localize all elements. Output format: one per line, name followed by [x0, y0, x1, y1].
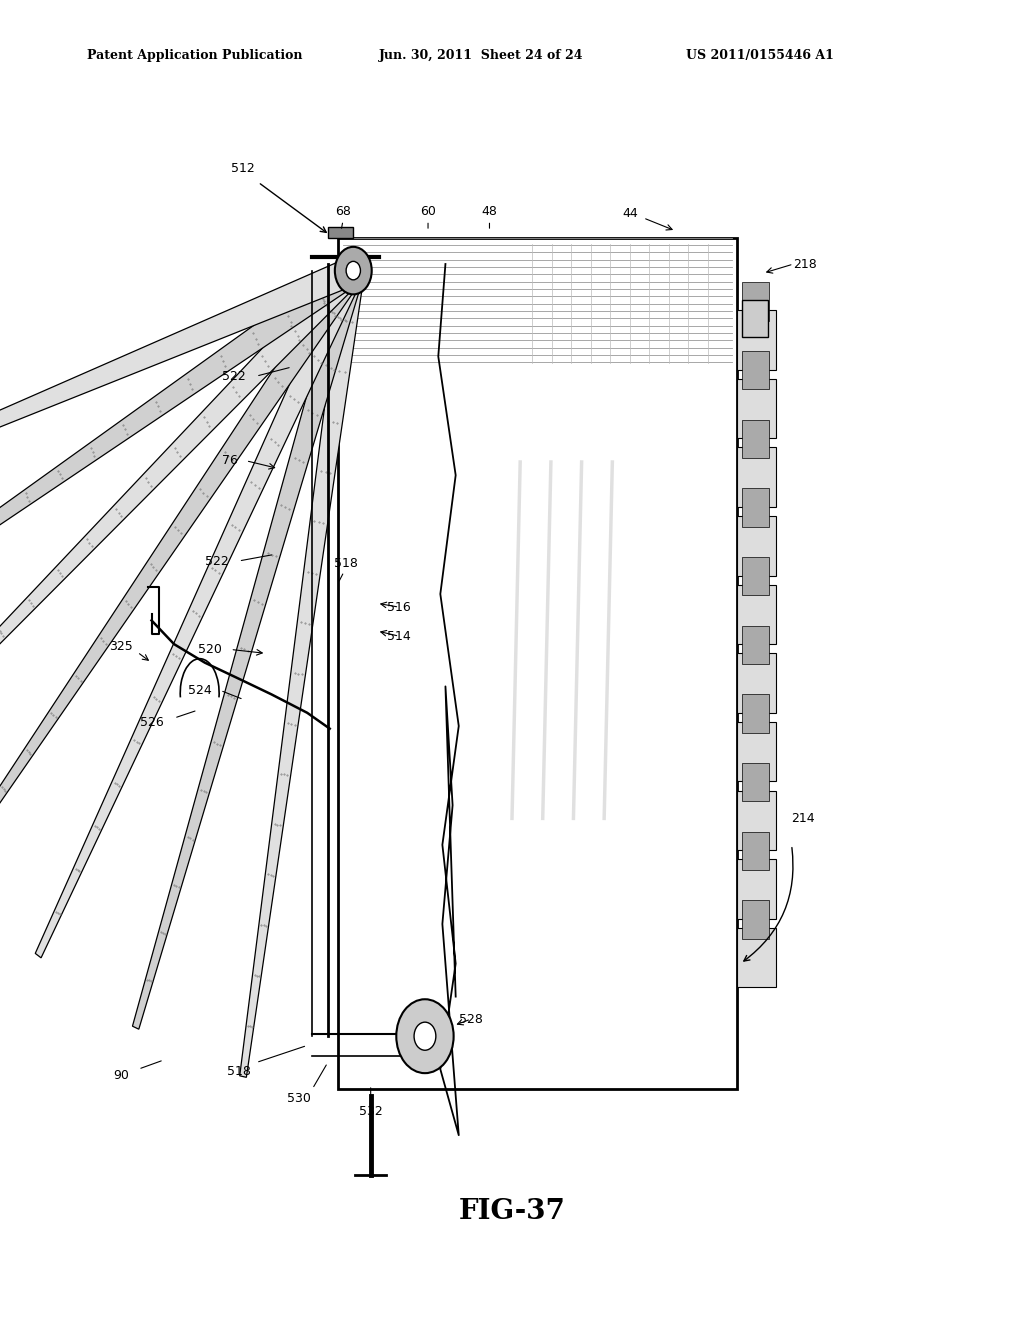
Polygon shape	[737, 653, 776, 713]
Polygon shape	[328, 227, 353, 238]
Text: 76: 76	[222, 454, 239, 467]
Text: 518: 518	[226, 1065, 251, 1078]
Polygon shape	[35, 263, 362, 958]
Circle shape	[396, 999, 454, 1073]
Bar	[742, 832, 769, 870]
Bar	[742, 488, 769, 527]
Bar	[742, 557, 769, 595]
Text: 528: 528	[459, 1012, 483, 1026]
Text: FIG-37: FIG-37	[459, 1199, 565, 1225]
Polygon shape	[338, 238, 737, 1089]
Polygon shape	[132, 265, 364, 1030]
Polygon shape	[737, 859, 776, 919]
Polygon shape	[737, 379, 776, 438]
Text: 44: 44	[622, 207, 638, 220]
Text: 512: 512	[230, 162, 255, 176]
Polygon shape	[0, 259, 360, 758]
Bar	[742, 763, 769, 801]
Text: 60: 60	[420, 205, 436, 218]
Text: 522: 522	[221, 370, 246, 383]
Ellipse shape	[487, 451, 639, 869]
Bar	[742, 282, 769, 321]
Text: 516: 516	[387, 601, 412, 614]
Bar	[742, 626, 769, 664]
Polygon shape	[0, 257, 358, 636]
Text: Patent Application Publication: Patent Application Publication	[87, 49, 302, 62]
Circle shape	[346, 261, 360, 280]
Text: 520: 520	[198, 643, 222, 656]
Bar	[742, 694, 769, 733]
Bar	[742, 351, 769, 389]
Text: US 2011/0155446 A1: US 2011/0155446 A1	[686, 49, 834, 62]
Bar	[742, 420, 769, 458]
Text: 214: 214	[792, 812, 815, 825]
Polygon shape	[737, 585, 776, 644]
Text: 325: 325	[109, 640, 133, 653]
Polygon shape	[737, 310, 776, 370]
Circle shape	[414, 1022, 436, 1051]
Polygon shape	[737, 722, 776, 781]
Polygon shape	[737, 447, 776, 507]
Polygon shape	[0, 257, 356, 507]
Text: 522: 522	[205, 554, 229, 568]
Text: 68: 68	[335, 205, 351, 218]
Circle shape	[335, 247, 372, 294]
Text: 524: 524	[187, 684, 212, 697]
Polygon shape	[737, 791, 776, 850]
Text: 90: 90	[113, 1069, 129, 1082]
Text: 526: 526	[139, 715, 164, 729]
Text: 532: 532	[358, 1105, 383, 1118]
Bar	[742, 900, 769, 939]
Polygon shape	[240, 268, 365, 1077]
Polygon shape	[737, 928, 776, 987]
Text: 218: 218	[794, 257, 817, 271]
Text: 514: 514	[387, 630, 412, 643]
Text: Jun. 30, 2011  Sheet 24 of 24: Jun. 30, 2011 Sheet 24 of 24	[379, 49, 584, 62]
Text: 530: 530	[287, 1092, 311, 1105]
Text: 518: 518	[334, 557, 358, 570]
Polygon shape	[0, 261, 361, 866]
Polygon shape	[737, 516, 776, 576]
Bar	[742, 300, 768, 337]
Text: 48: 48	[481, 205, 498, 218]
